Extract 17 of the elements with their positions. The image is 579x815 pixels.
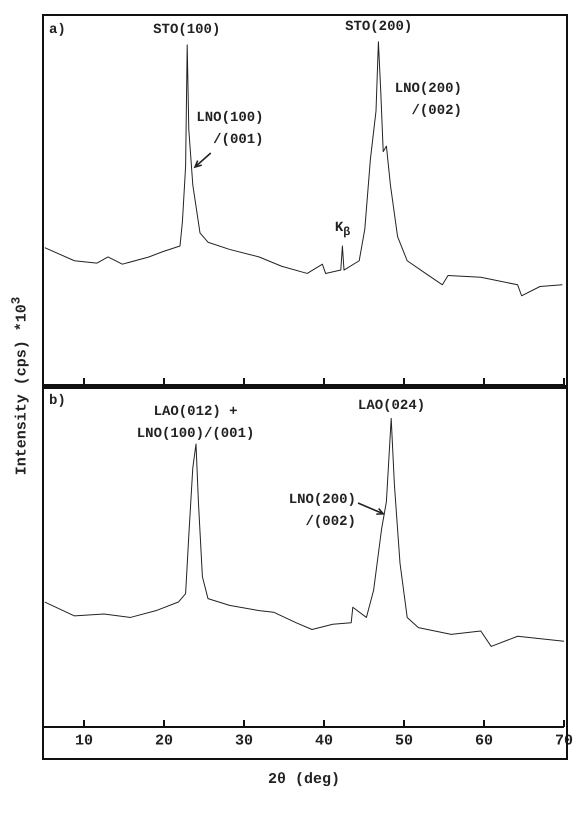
- annotation: LNO(200) /(002): [288, 491, 356, 532]
- x-tick-label: 60: [474, 732, 494, 750]
- annotation: STO(200): [345, 18, 412, 37]
- x-axis-title: 2θ (deg): [268, 771, 340, 788]
- text: a): [49, 21, 66, 40]
- x-tick-label: 40: [314, 732, 334, 750]
- annotation: LAO(024): [358, 397, 426, 416]
- annotation: LNO(100) /(001): [196, 109, 264, 150]
- annotation: STO(100): [153, 20, 220, 40]
- x-tick-label: 20: [154, 732, 174, 750]
- annotation: K$_{β}$: [334, 218, 350, 241]
- x-tick-label: 50: [394, 732, 414, 750]
- text: b): [49, 392, 66, 411]
- annotation: LAO(012) + LNO(100)/(001): [136, 403, 254, 444]
- annotation: LNO(200) /(002): [394, 80, 462, 122]
- x-tick-label: 10: [74, 732, 94, 750]
- x-tick-label: 30: [234, 732, 254, 750]
